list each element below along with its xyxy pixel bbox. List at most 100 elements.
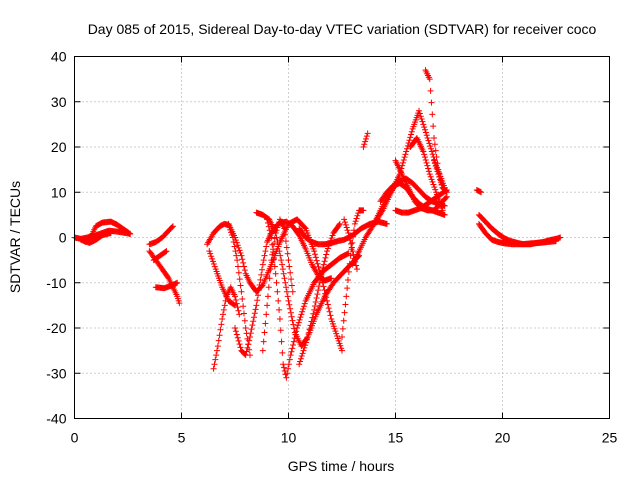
data-point <box>162 248 169 255</box>
data-point <box>284 293 291 300</box>
series-arc-04 <box>146 223 176 248</box>
data-point <box>282 279 289 286</box>
axis-ticks: 0 5 10 15 20 25 -40 -30 -20 -10 0 10 20 30 40 <box>46 49 617 446</box>
data-point <box>312 298 319 305</box>
data-point <box>303 339 310 346</box>
data-point <box>250 314 257 321</box>
data-point <box>362 135 369 142</box>
y-tick-label: -40 <box>46 411 66 427</box>
data-point <box>257 276 264 283</box>
data-point <box>437 176 444 183</box>
data-point <box>210 261 217 268</box>
data-point <box>255 292 262 299</box>
data-point <box>269 241 276 248</box>
data-point <box>311 302 318 309</box>
data-point <box>341 219 348 226</box>
y-tick-label: 30 <box>51 94 67 110</box>
data-point <box>283 288 290 295</box>
data-point <box>267 266 274 273</box>
data-point <box>263 243 270 250</box>
data-point <box>232 293 238 300</box>
data-point <box>239 256 246 263</box>
data-point <box>220 306 227 313</box>
data-point <box>284 370 291 377</box>
series-arc-02 <box>82 218 134 246</box>
data-point <box>259 261 266 268</box>
data-point <box>210 365 217 372</box>
data-point <box>323 251 330 258</box>
data-point <box>270 248 277 255</box>
data-point <box>432 163 439 170</box>
data-point <box>303 336 310 343</box>
y-axis-label: SDTVAR / TECUs <box>7 181 23 293</box>
data-point <box>297 355 304 362</box>
data-point <box>236 311 243 318</box>
data-point <box>399 159 406 166</box>
data-point <box>240 259 247 266</box>
data-point <box>294 325 301 331</box>
data-point <box>274 239 281 246</box>
data-point <box>419 118 426 125</box>
series-arc-18 <box>339 207 367 341</box>
data-point <box>235 269 242 276</box>
data-point <box>169 223 176 230</box>
data-point <box>279 266 286 273</box>
data-point <box>218 321 225 328</box>
data-point <box>233 252 240 259</box>
data-point <box>276 315 283 322</box>
data-point <box>408 131 415 138</box>
data-point <box>262 320 269 327</box>
data-point <box>235 244 242 251</box>
data-point <box>288 348 295 355</box>
data-point <box>345 229 352 236</box>
data-point <box>237 344 244 351</box>
data-point <box>234 257 241 264</box>
data-point <box>297 314 304 321</box>
data-point <box>339 334 345 341</box>
data-point <box>289 288 296 295</box>
data-point <box>268 234 275 241</box>
data-point <box>221 302 228 309</box>
data-point <box>249 322 256 329</box>
data-point <box>426 140 433 147</box>
data-point <box>312 251 319 258</box>
data-point <box>300 347 307 354</box>
data-point <box>278 338 285 345</box>
data-point <box>404 145 411 152</box>
data-point <box>232 237 239 244</box>
data-point <box>240 310 247 317</box>
data-point <box>427 87 434 94</box>
data-point <box>312 254 319 261</box>
data-point <box>176 300 183 307</box>
data-point <box>428 148 435 155</box>
data-point <box>313 257 320 264</box>
data-point <box>273 279 280 286</box>
data-point <box>433 153 440 160</box>
data-point <box>425 137 432 144</box>
y-tick-label: 40 <box>51 49 67 65</box>
data-point <box>127 230 134 237</box>
data-point <box>429 178 436 185</box>
data-point <box>232 325 238 331</box>
x-axis-label: GPS time / hours <box>288 458 395 474</box>
data-point <box>282 238 289 245</box>
data-point <box>287 309 294 316</box>
data-point <box>416 110 423 117</box>
data-point <box>424 134 431 141</box>
data-point <box>346 233 353 240</box>
data-point <box>277 252 284 259</box>
data-point <box>209 258 216 265</box>
data-point <box>347 240 354 247</box>
data-point <box>276 248 283 255</box>
data-point <box>432 147 439 154</box>
plot-frame <box>74 56 610 419</box>
data-point <box>246 337 253 344</box>
series-arc-31 <box>475 220 559 248</box>
data-point <box>430 181 437 188</box>
data-point <box>328 275 335 282</box>
data-point <box>174 279 181 286</box>
series-arc-14 <box>259 216 296 354</box>
data-point <box>236 247 243 254</box>
data-point <box>236 276 243 283</box>
